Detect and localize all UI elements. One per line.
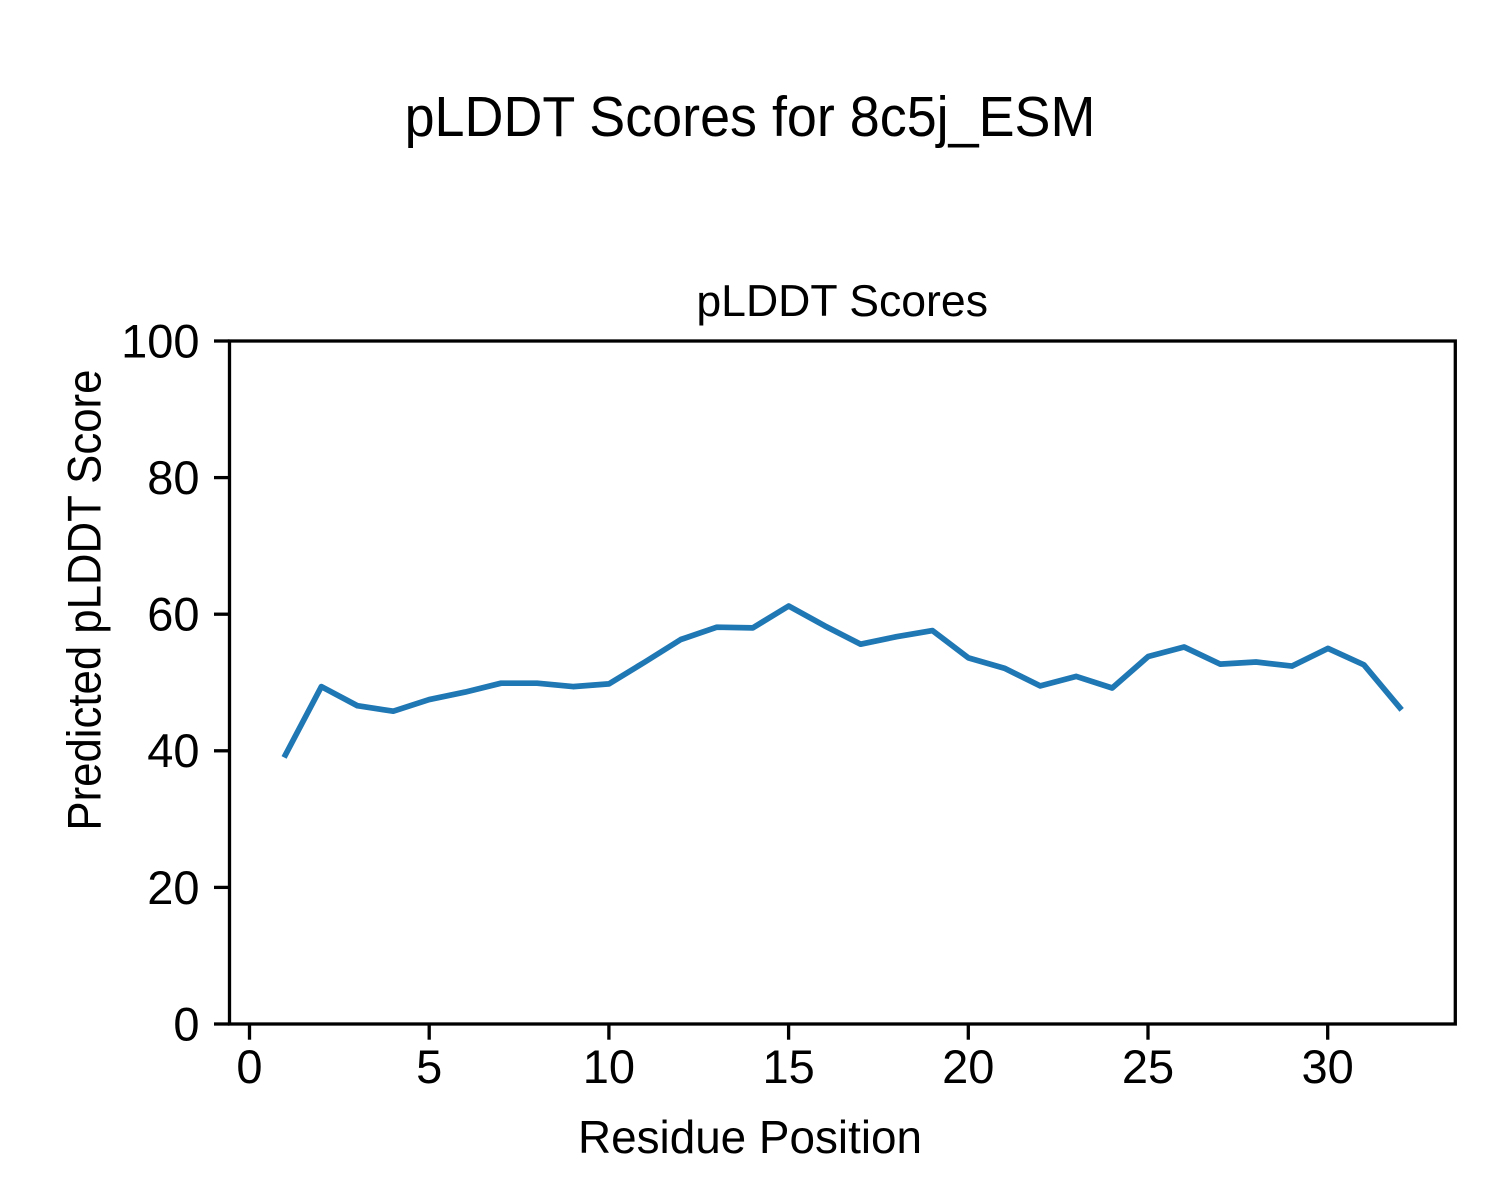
svg-text:40: 40 [147,724,199,777]
svg-text:pLDDT Scores for 8c5j_ESM: pLDDT Scores for 8c5j_ESM [405,85,1096,148]
svg-text:80: 80 [147,451,199,504]
svg-text:5: 5 [416,1040,442,1093]
svg-text:60: 60 [147,588,199,641]
svg-text:25: 25 [1122,1040,1174,1093]
svg-text:Predicted pLDDT Score: Predicted pLDDT Score [58,370,111,831]
svg-text:20: 20 [942,1040,994,1093]
svg-text:0: 0 [173,997,199,1050]
svg-text:10: 10 [583,1040,635,1093]
svg-text:0: 0 [236,1040,262,1093]
svg-text:30: 30 [1302,1040,1354,1093]
svg-text:pLDDT Scores: pLDDT Scores [696,277,988,326]
svg-text:20: 20 [147,861,199,914]
svg-text:Residue Position: Residue Position [578,1111,922,1163]
svg-text:100: 100 [121,314,199,367]
svg-text:15: 15 [762,1040,814,1093]
